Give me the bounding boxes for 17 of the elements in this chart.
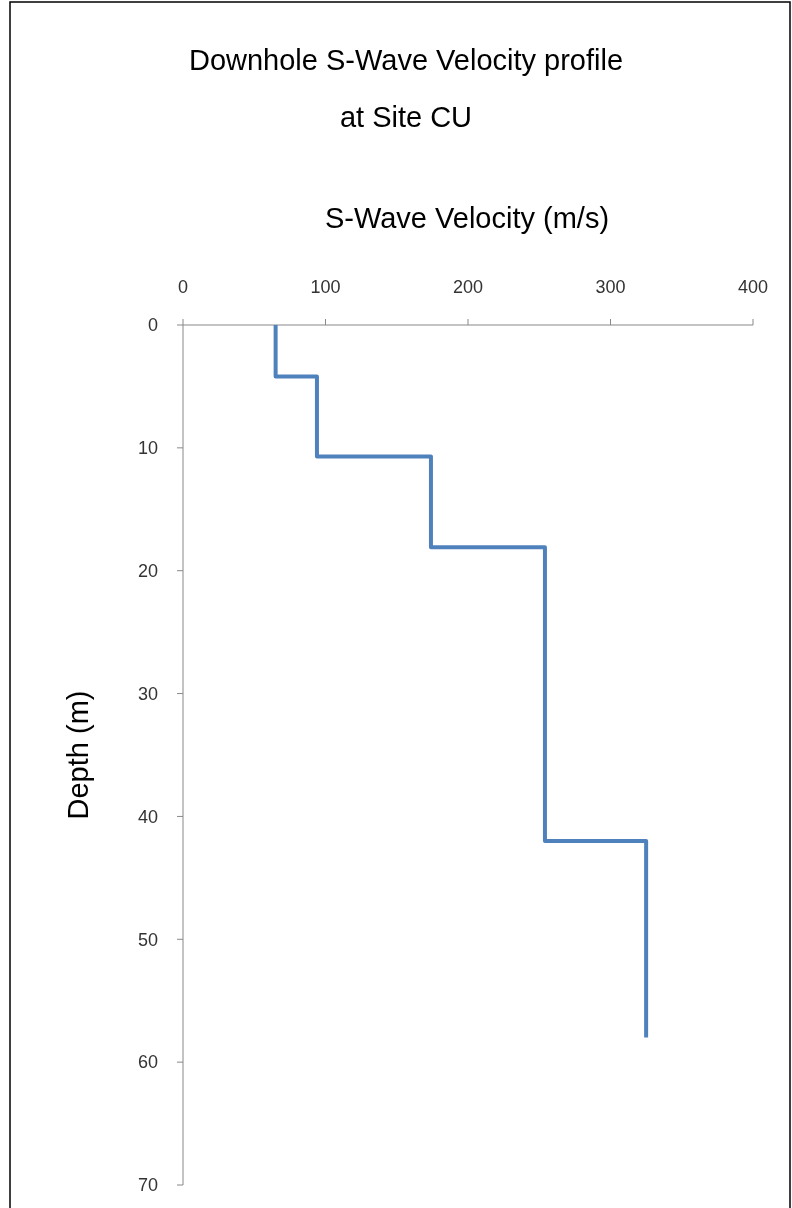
y-tick-label: 10 bbox=[137, 438, 158, 459]
y-tick-label: 30 bbox=[137, 683, 158, 704]
y-tick-label: 40 bbox=[137, 806, 158, 827]
x-tick-label: 0 bbox=[177, 277, 189, 297]
y-tick-label: 0 bbox=[147, 315, 158, 336]
x-tick-label: 400 bbox=[737, 277, 769, 297]
x-tick-label: 100 bbox=[310, 277, 341, 297]
y-tick-label: 70 bbox=[137, 1175, 158, 1196]
x-axis-title: S-Wave Velocity (m/s) bbox=[324, 202, 610, 234]
y-tick-label: 20 bbox=[137, 561, 158, 582]
line-series bbox=[273, 323, 649, 1040]
chart-title: Downhole S-Wave Velocity profile at Site CU bbox=[188, 44, 624, 133]
y-axis-title: Depth (m) bbox=[62, 690, 94, 820]
y-tick-label: 60 bbox=[137, 1052, 158, 1073]
x-tick-label: 200 bbox=[452, 277, 484, 297]
x-tick-label: 300 bbox=[595, 277, 626, 297]
y-tick-label: 50 bbox=[137, 929, 158, 950]
